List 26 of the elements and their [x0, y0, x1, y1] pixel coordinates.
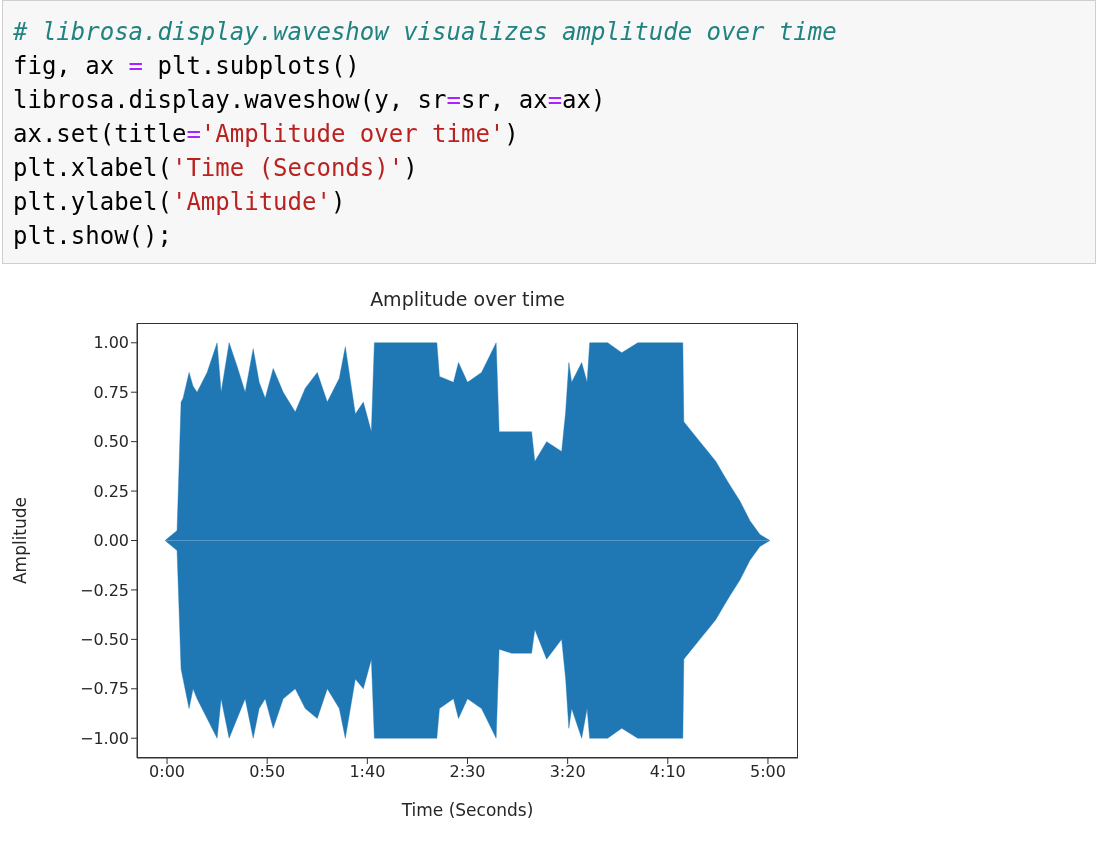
x-tick-label: 0:50: [249, 762, 286, 782]
x-tick-label: 5:00: [749, 762, 786, 782]
x-tick-label: 3:20: [549, 762, 586, 782]
y-tick-label: −0.50: [79, 630, 129, 650]
x-axis-title: Time (Seconds): [400, 800, 534, 820]
text: plt.show();: [13, 222, 172, 250]
x-tick-label: 4:10: [649, 762, 686, 782]
text: # librosa.display.waveshow visualizes amplitude over time: [13, 17, 838, 48]
y-tick-label: −1.00: [79, 728, 129, 748]
text: librosa.display.waveshow(y, sr=sr, ax=ax): [13, 86, 606, 114]
text: plt.xlabel('Time (Seconds)'): [13, 154, 418, 182]
x-tick-label: 2:30: [449, 762, 486, 782]
y-tick-label: −0.25: [79, 580, 129, 600]
text: fig, ax = plt.subplots(): [13, 52, 360, 80]
y-tick-label: 0.50: [93, 432, 129, 452]
x-tick-label: 1:40: [349, 762, 386, 782]
y-tick-label: 0.75: [93, 382, 129, 402]
x-tick-label: 0:00: [149, 762, 186, 782]
text: plt.ylabel('Amplitude'): [13, 188, 346, 216]
text: ax.set(title='Amplitude over time'): [13, 120, 519, 148]
y-axis-title: Amplitude: [10, 496, 31, 585]
y-tick-label: 1.00: [93, 333, 129, 353]
chart-title: Amplitude over time: [369, 288, 566, 310]
y-tick-label: −0.75: [79, 679, 129, 699]
y-tick-label: 0.25: [93, 481, 129, 501]
y-tick-label: 0.00: [93, 531, 129, 551]
